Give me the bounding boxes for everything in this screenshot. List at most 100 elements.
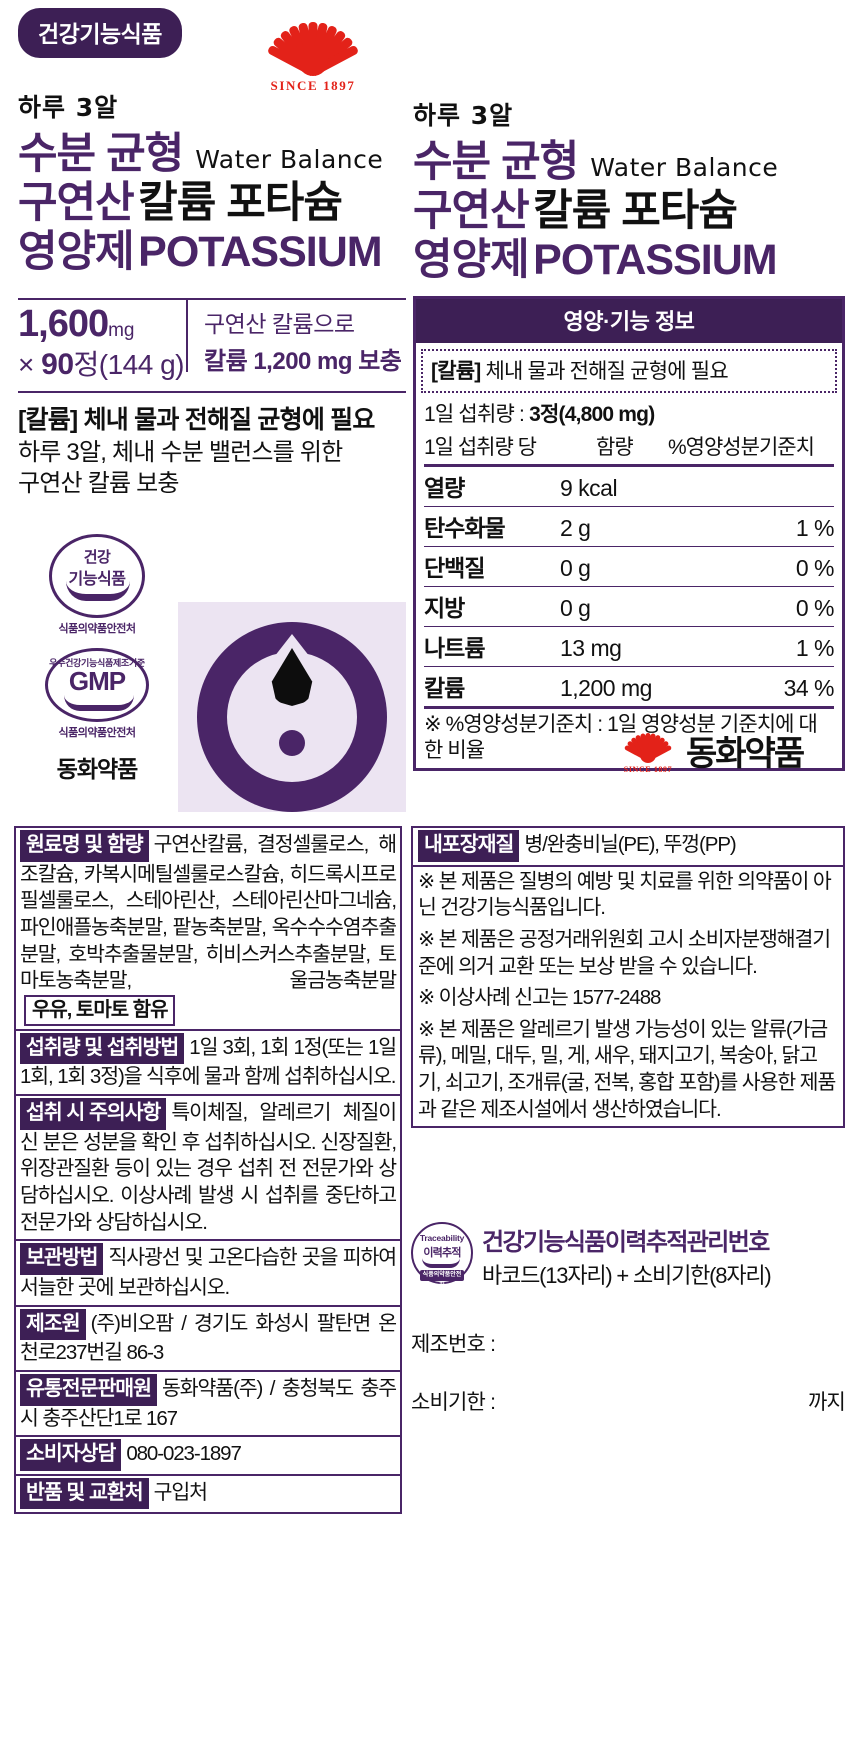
ingredients-tag: 원료명 및 함량 <box>20 830 149 862</box>
storage-body: 보관방법 직사광선 및 고온다습한 곳을 피하여 서늘한 곳에 보관하십시오. <box>16 1241 400 1304</box>
traceability-title: 건강기능식품이력추적관리번호 <box>482 1229 770 1256</box>
distributor-text: 동화약품(주) / 충청북도 충주시 충주산단1로 167 <box>20 1376 397 1430</box>
gmp-seal-icon: 우수건강기능식품제조기준 GMP <box>45 648 149 722</box>
nutrition-col3: %영양성분기준치 <box>668 436 815 459</box>
nutrition-row: 나트륨 13 mg 1 % <box>424 627 835 667</box>
nutrition-row-label: 열량 <box>424 475 465 501</box>
package-text: 병/완충비닐(PE), 뚜껑(PP) <box>524 833 736 856</box>
top-section: 건강기능식품 SINCE 1897 하루 3알 수분 균형 Water Bala… <box>0 0 860 812</box>
dosage-row: 섭취량 및 섭취방법 1일 3회, 1회 1정(또는 1일 1회, 1회 3정)을… <box>16 1031 400 1097</box>
hero-title-line3-a: 영양제 <box>18 228 135 277</box>
ingredients-row: 원료명 및 함량 구연산칼륨, 결정셀룰로스, 해조칼슘, 카복시메틸셀룰로스칼슘… <box>16 828 400 1031</box>
dosage-unit: mg <box>108 320 135 341</box>
nutrition-row-amount: 2 g <box>560 515 591 541</box>
expiry-field: 소비기한 : 까지 <box>411 1386 846 1416</box>
nutrition-row-percent: 34 % <box>783 675 835 701</box>
traceability-circle <box>411 1222 473 1284</box>
dosage-amount-line: 1,600mg <box>18 303 190 346</box>
nutrition-rows: 열량 9 kcal 탄수화물 2 g 1 % 단백질 0 g 0 % 지방 0 g 0 % 나트륨 13… <box>424 464 835 709</box>
nutrition-row: 열량 9 kcal <box>424 467 834 507</box>
dosage-count-line: × 90정(144 g) <box>18 343 190 383</box>
nutrition-col1: 1일 섭취량 당 <box>424 436 537 459</box>
since-text-small: SINCE 1897 <box>623 764 673 774</box>
certification-marks: 건강 기능식품 식품의약품안전처 우수건강기능식품제조기준 GMP 식품의약품안… <box>22 534 172 784</box>
dosage-bottom-rule <box>18 391 406 393</box>
left-info-panel: 원료명 및 함량 구연산칼륨, 결정셀룰로스, 해조칼슘, 카복시메틸셀룰로스칼슘… <box>14 826 402 1515</box>
package-tag: 내포장재질 <box>418 830 520 862</box>
caution-text: 특이체질, 알레르기 체질이신 분은 성분을 확인 후 섭취하십시오. 신장질환… <box>20 1101 397 1234</box>
claim-subcopy-line2: 구연산 칼륨 보충 <box>18 470 180 498</box>
nutrition-footnote: ※ %영양성분기준치 : 1일 영양성분 기준치에 대한 비율 <box>424 713 818 762</box>
caution-row: 섭취 시 주의사항 특이체질, 알레르기 체질이신 분은 성분을 확인 후 섭취하… <box>16 1096 400 1242</box>
distributor-row: 유통전문판매원 동화약품(주) / 충청북도 충주시 충주산단1로 167 <box>16 1372 400 1438</box>
traceability-text: 건강기능식품이력추적관리번호 바코드(13자리) + 소비기한(8자리) <box>482 1222 772 1290</box>
nutrition-col2: 함량 <box>596 436 634 459</box>
distributor-body: 유통전문판매원 동화약품(주) / 충청북도 충주시 충주산단1로 167 <box>16 1372 400 1435</box>
nutrition-serving: 1일 섭취량 : 3정(4,800 mg) <box>416 397 842 430</box>
hero-right-title-kr: 수분 균형 <box>413 138 579 186</box>
nutrition-row-amount: 0 g <box>560 595 591 621</box>
claim-headline: [칼륨] 체내 물과 전해질 균형에 필요 <box>18 406 375 434</box>
hero-title-line1: 수분 균형 Water Balance <box>18 130 408 179</box>
hero-title-line2: 구연산 칼륨 포타슘 <box>18 179 408 228</box>
expiry-suffix: 까지 <box>807 1391 846 1414</box>
traceability-subtitle: 바코드(13자리) + 소비기한(8자리) <box>482 1263 772 1288</box>
nutrition-row-amount: 1,200 mg <box>560 675 652 701</box>
hero-title-line2-a: 구연산 <box>18 179 135 228</box>
gmp-seal-top: 우수건강기능식품제조기준 <box>49 658 145 668</box>
dosage-note-line2: 칼륨 1,200 mg 보충 <box>204 348 402 375</box>
dosage-row: 1,600mg × 90정(144 g) 구연산 칼륨으로 칼륨 1,200 m… <box>18 298 406 383</box>
right-notice-box: 내포장재질 병/완충비닐(PE), 뚜껑(PP) ※ 본 제품은 질병의 예방 및… <box>411 826 845 1129</box>
nutrition-serving-value: 3정(4,800 mg) <box>529 403 655 426</box>
nutrition-row-percent: 0 % <box>795 595 835 621</box>
dosage-count-suffix: 정(144 g) <box>73 349 185 380</box>
gmp-seal-smile <box>64 695 134 711</box>
drop-dot-icon <box>279 730 305 756</box>
traceability-caption-bar: 식품의약품안전처 <box>420 1270 464 1289</box>
dosage-count-prefix: × <box>18 349 34 380</box>
claim-subcopy-line1: 하루 3알, 체내 수분 밸런스를 위한 <box>18 439 343 466</box>
dosage-note-line1: 구연산 칼륨으로 <box>204 311 355 337</box>
nutrition-claim: [칼륨] 체내 물과 전해질 균형에 필요 <box>421 349 837 393</box>
hero-title-line2-b: 칼륨 포타슘 <box>138 179 343 228</box>
consumer-body: 소비자상담 080-023-1897 <box>16 1437 400 1474</box>
maker-row: 제조원 (주)비오팜 / 경기도 화성시 팔탄면 온천로237번길 86-3 <box>16 1307 400 1372</box>
health-functional-food-badge: 건강기능식품 <box>18 8 182 58</box>
consumer-row: 소비자상담 080-023-1897 <box>16 1437 400 1476</box>
nutrition-row-amount: 13 mg <box>560 635 622 661</box>
hero-right-title-line3-b: POTASSIUM <box>533 236 777 285</box>
lot-number-field: 제조번호 : <box>411 1333 496 1356</box>
hero-right-title-line2-b: 칼륨 포타슘 <box>533 187 738 236</box>
traceability-mark-en: Traceability <box>419 1233 465 1243</box>
hero-right-title-line3-a: 영양제 <box>413 236 530 285</box>
gmp-certification-mark: 우수건강기능식품제조기준 GMP 식품의약품안전처 <box>22 648 172 740</box>
brand-name-right: 동화약품 <box>686 735 805 773</box>
product-artwork <box>178 602 406 812</box>
nutrition-claim-bold: [칼륨] <box>431 360 481 383</box>
package-row: 내포장재질 병/완충비닐(PE), 뚜껑(PP) <box>413 828 843 867</box>
package-body: 내포장재질 병/완충비닐(PE), 뚜껑(PP) <box>413 828 843 865</box>
nutrition-row: 탄수화물 2 g 1 % <box>424 507 835 547</box>
traceability-smile <box>422 1258 460 1268</box>
maker-body: 제조원 (주)비오팜 / 경기도 화성시 팔탄면 온천로237번길 86-3 <box>16 1307 400 1370</box>
right-info-panel: 내포장재질 병/완충비닐(PE), 뚜껑(PP) ※ 본 제품은 질병의 예방 및… <box>411 826 845 1129</box>
hero-right-title-line2: 구연산 칼륨 포타슘 <box>413 187 843 236</box>
dosage-strip: 1,600mg × 90정(144 g) 구연산 칼륨으로 칼륨 1,200 m… <box>18 298 406 393</box>
hero-right-title-line1: 수분 균형 Water Balance <box>413 138 843 187</box>
hero-right: 하루 3알 수분 균형 Water Balance 구연산 칼륨 포타슘 영양제… <box>413 96 843 285</box>
distributor-tag: 유통전문판매원 <box>20 1373 158 1406</box>
hff-seal-icon: 건강 기능식품 <box>49 534 145 618</box>
nutrition-row-amount: 9 kcal <box>560 475 618 501</box>
nutrition-row-amount: 0 g <box>560 555 591 581</box>
nutrition-row-label: 탄수화물 <box>424 515 506 541</box>
notice-4: ※ 본 제품은 알레르기 발생 가능성이 있는 알류(가금류), 메밀, 대두,… <box>418 1017 836 1121</box>
dongwha-fan-logo: SINCE 1897 <box>258 4 368 99</box>
nutrition-table: 영양·기능 정보 [칼륨] 체내 물과 전해질 균형에 필요 1일 섭취량 : … <box>413 296 845 772</box>
notice-3: ※ 이상사례 신고는 1577-2488 <box>418 986 661 1010</box>
traceability-block: Traceability 이력추적 식품의약품안전처 건강기능식품이력추적관리번… <box>411 1222 772 1290</box>
nutrition-column-header: 1일 섭취량 당 함량 %영양성분기준치 <box>416 430 842 464</box>
nutrition-row-label: 지방 <box>424 595 465 621</box>
expiry-label: 소비기한 : <box>411 1391 496 1414</box>
dosage-amount-cell: 1,600mg × 90정(144 g) <box>18 300 190 383</box>
